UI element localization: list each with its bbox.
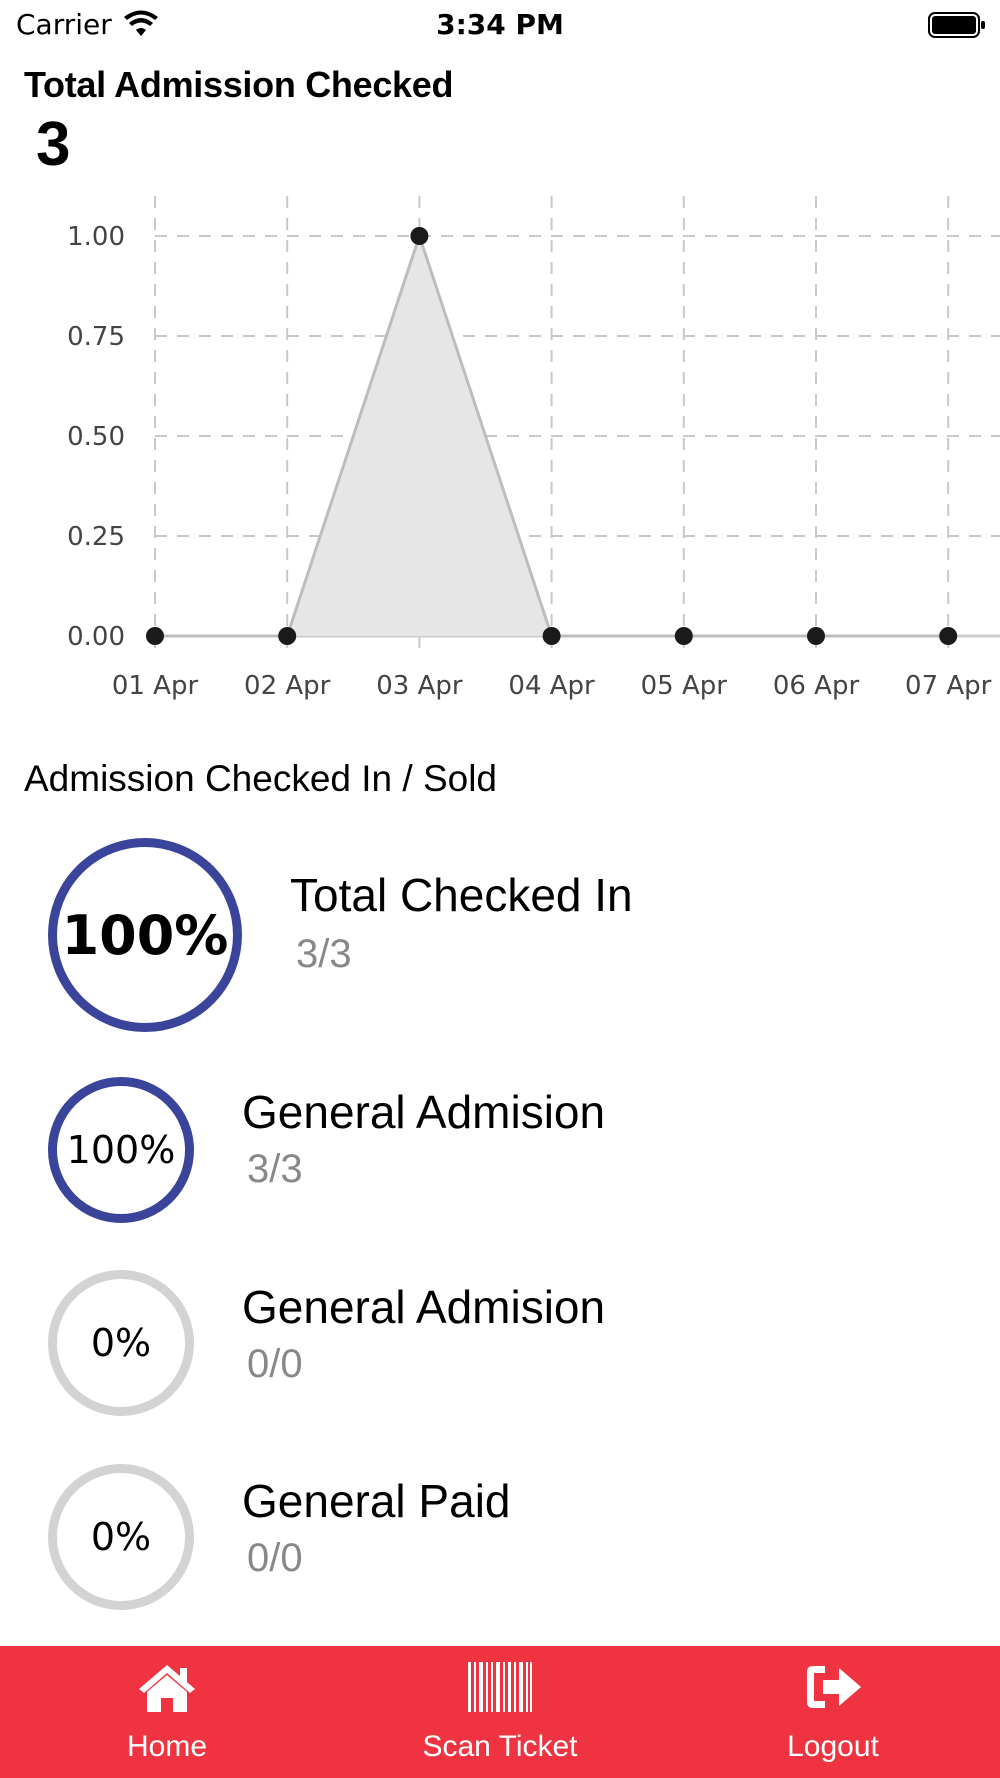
progress-ring: 100% (48, 838, 242, 1032)
tab-logout[interactable]: Logout (708, 1646, 958, 1778)
tab-label: Logout (787, 1730, 879, 1763)
data-point (278, 627, 297, 645)
stat-label: General Admision (242, 1281, 606, 1333)
progress-percent: 0% (90, 1515, 152, 1559)
progress-ring: 0% (48, 1464, 194, 1610)
stat-label: General Paid (242, 1475, 511, 1527)
y-tick-label: 0.75 (67, 322, 125, 352)
progress-ring: 0% (48, 1270, 194, 1416)
status-bar: Carrier 3:34 PM (0, 0, 1000, 50)
x-tick-label: 03 Apr (376, 671, 463, 701)
stat-label: Total Checked In (290, 869, 633, 921)
progress-percent: 0% (90, 1321, 152, 1365)
data-point (939, 627, 958, 645)
x-tick-label: 02 Apr (244, 671, 331, 701)
section-title: Admission Checked In / Sold (24, 758, 498, 799)
stat-value: 0/0 (247, 1342, 303, 1386)
page-title: Total Admission Checked (24, 64, 454, 105)
stat-row-general-paid: 0% General Paid 0/0 (0, 1464, 1000, 1614)
progress-percent: 100% (61, 903, 229, 967)
barcode-icon (468, 1662, 532, 1712)
data-point (674, 627, 693, 645)
battery-icon (928, 12, 985, 38)
series-area (155, 236, 949, 636)
x-tick-label: 06 Apr (773, 671, 860, 701)
home-icon (139, 1665, 195, 1712)
stat-value: 0/0 (247, 1536, 303, 1580)
x-tick-label: 05 Apr (641, 671, 728, 701)
progress-ring: 100% (48, 1077, 194, 1223)
data-point (807, 627, 825, 645)
admissions-line-chart: 0.00 0.25 0.50 0.75 1.00 01 Apr 02 Apr 03 Apr 04… (67, 196, 1000, 701)
wifi-icon (124, 10, 158, 36)
x-tick-label: 07 Apr (905, 671, 992, 701)
tab-label: Scan Ticket (422, 1730, 578, 1763)
tab-home[interactable]: Home (42, 1646, 292, 1778)
x-tick-label: 04 Apr (508, 671, 595, 701)
stat-label: General Admision (242, 1086, 606, 1138)
total-count: 3 (36, 110, 71, 179)
stat-value: 3/3 (296, 932, 352, 976)
data-point (410, 227, 429, 245)
logout-icon (807, 1666, 861, 1708)
tab-scan-ticket[interactable]: Scan Ticket (375, 1646, 625, 1778)
y-tick-label: 0.50 (67, 422, 125, 452)
status-time: 3:34 PM (436, 8, 564, 41)
data-point (542, 627, 561, 645)
y-tick-label: 1.00 (67, 222, 125, 252)
data-point (146, 627, 164, 645)
carrier-label: Carrier (16, 8, 112, 41)
stat-value: 3/3 (247, 1147, 303, 1191)
tab-label: Home (126, 1730, 208, 1763)
tab-bar: Home Scan Ticket (0, 1646, 1000, 1778)
y-tick-label: 0.25 (67, 522, 125, 552)
stat-row-general-admision: 100% General Admision 3/3 (0, 1077, 1000, 1227)
x-tick-label: 01 Apr (112, 671, 199, 701)
stat-row-total-checked-in: 100% Total Checked In 3/3 (0, 838, 1000, 1038)
progress-percent: 100% (66, 1128, 176, 1172)
y-tick-label: 0.00 (67, 622, 125, 652)
stat-row-general-admision-2: 0% General Admision 0/0 (0, 1270, 1000, 1420)
